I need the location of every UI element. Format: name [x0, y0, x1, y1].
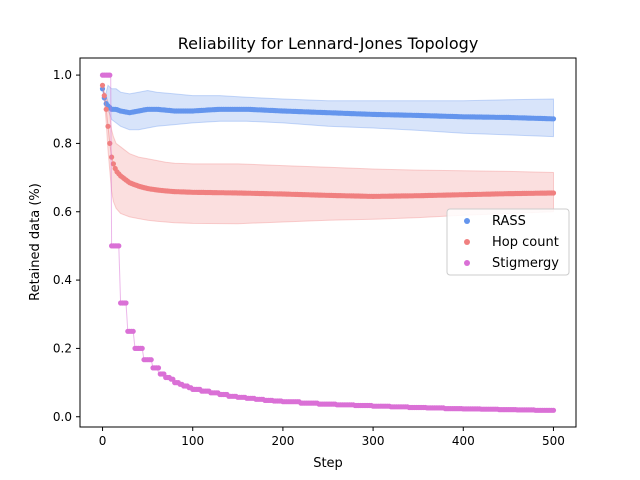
hop-count-point [551, 190, 556, 195]
x-tick-label: 300 [362, 434, 385, 448]
stigmergy-point [123, 300, 128, 305]
x-tick-label: 400 [452, 434, 475, 448]
y-tick-label: 0.6 [53, 205, 72, 219]
legend-label-rass: RASS [492, 214, 526, 229]
hop-count-point [104, 107, 109, 112]
stigmergy-point [149, 357, 154, 362]
legend-label-hop-count: Hop count [492, 235, 559, 250]
x-tick-label: 100 [181, 434, 204, 448]
stigmergy-point [140, 346, 145, 351]
legend-marker-hop-count [464, 239, 470, 245]
y-axis-label: Retained data (%) [28, 183, 43, 301]
stigmergy-point [156, 365, 161, 370]
y-tick-label: 0.8 [53, 136, 72, 150]
stigmergy-point [551, 408, 556, 413]
x-tick-label: 200 [271, 434, 294, 448]
y-axis: 0.0 0.2 0.4 0.6 0.8 1.0 [53, 68, 80, 424]
x-tick-label: 0 [99, 434, 107, 448]
hop-count-point [100, 83, 105, 88]
chart-title: Reliability for Lennard-Jones Topology [178, 34, 479, 53]
legend-marker-rass [464, 218, 470, 224]
confidence-bands [103, 85, 554, 223]
y-tick-label: 0.2 [53, 341, 72, 355]
y-tick-label: 0.0 [53, 410, 72, 424]
hop-count-point [105, 124, 110, 129]
x-tick-label: 500 [542, 434, 565, 448]
x-axis-label: Step [313, 456, 343, 471]
y-tick-label: 1.0 [53, 68, 72, 82]
x-axis: 0 100 200 300 400 500 [99, 427, 565, 448]
hop-count-point [102, 93, 107, 98]
stigmergy-point [131, 329, 136, 334]
legend-marker-stigmergy [464, 260, 470, 266]
hop-count-point [107, 141, 112, 146]
rass-point [551, 116, 556, 121]
stigmergy-point [107, 73, 112, 78]
legend: RASS Hop count Stigmergy [447, 209, 569, 275]
stigmergy-point [116, 243, 121, 248]
legend-label-stigmergy: Stigmergy [492, 256, 559, 271]
y-tick-label: 0.4 [53, 273, 72, 287]
